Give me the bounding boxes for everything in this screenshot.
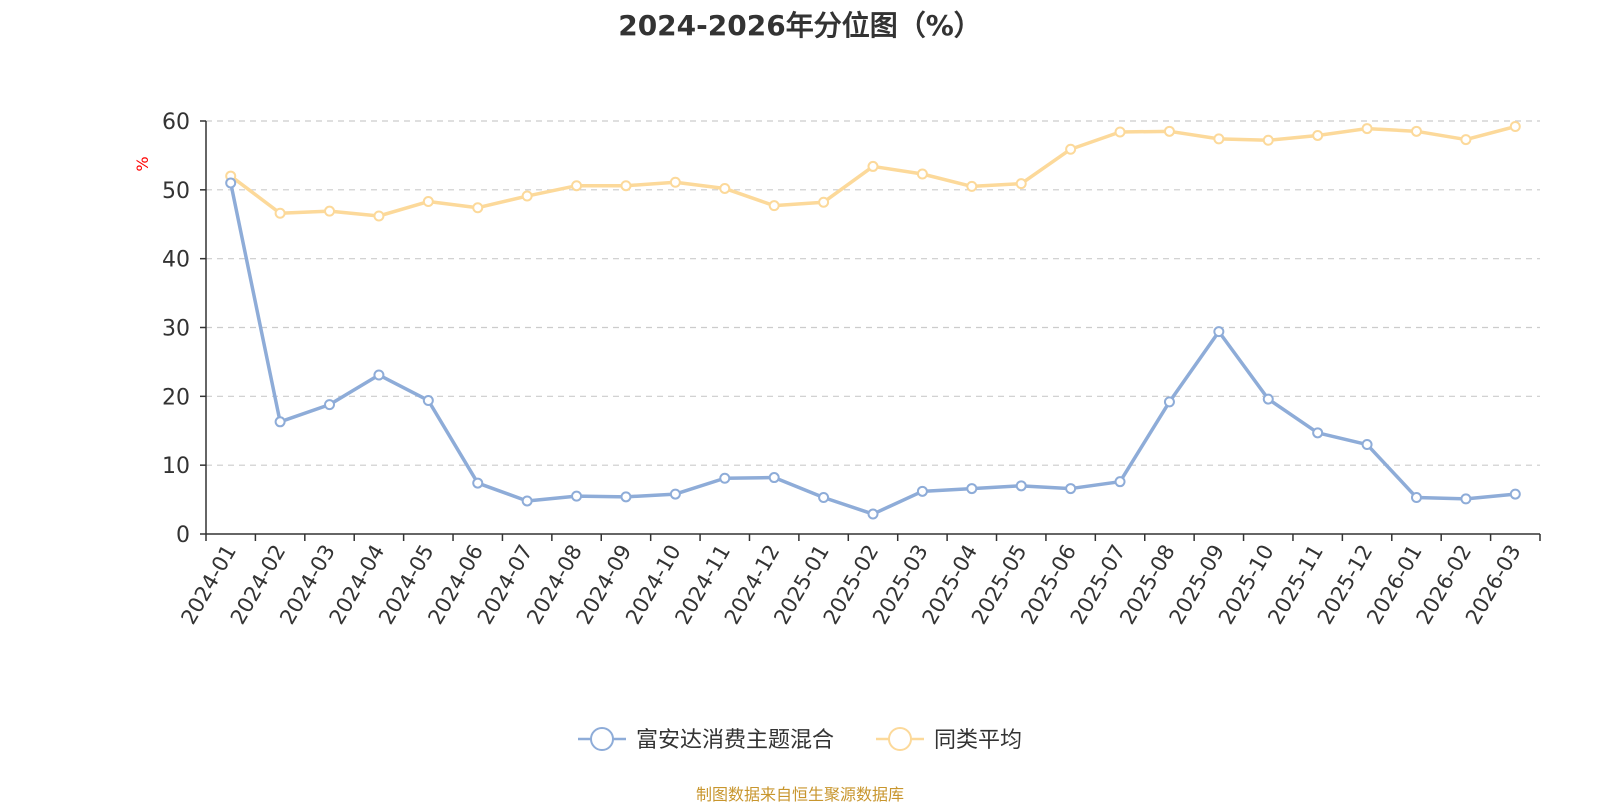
- data-point[interactable]: [373, 210, 385, 222]
- data-point[interactable]: [1262, 134, 1274, 146]
- data-point[interactable]: [472, 477, 484, 489]
- axes: [200, 120, 1541, 541]
- y-axis-label: %: [133, 156, 152, 171]
- data-point[interactable]: [1312, 129, 1324, 141]
- data-point[interactable]: [571, 490, 583, 502]
- chart-title: 2024-2026年分位图（%）: [618, 9, 982, 42]
- data-point[interactable]: [620, 180, 632, 192]
- series-1: [225, 121, 1521, 222]
- data-point[interactable]: [1361, 439, 1373, 451]
- data-point[interactable]: [1065, 483, 1077, 495]
- y-tick-label: 10: [162, 454, 190, 479]
- data-point[interactable]: [1213, 133, 1225, 145]
- data-point[interactable]: [1213, 326, 1225, 338]
- data-point[interactable]: [719, 472, 731, 484]
- data-point[interactable]: [521, 495, 533, 507]
- data-point[interactable]: [1114, 476, 1126, 488]
- data-point[interactable]: [422, 196, 434, 208]
- x-tick-labels: 2024-012024-022024-032024-042024-052024-…: [176, 541, 1525, 629]
- series-0: [225, 177, 1521, 520]
- data-point[interactable]: [1312, 427, 1324, 439]
- data-point[interactable]: [1410, 125, 1422, 137]
- data-point[interactable]: [867, 508, 879, 520]
- data-point[interactable]: [472, 202, 484, 214]
- data-point[interactable]: [966, 483, 978, 495]
- y-tick-label: 0: [176, 523, 190, 548]
- data-point[interactable]: [669, 176, 681, 188]
- data-point[interactable]: [620, 491, 632, 503]
- y-tick-label: 30: [162, 317, 190, 342]
- data-point[interactable]: [1015, 178, 1027, 190]
- data-point[interactable]: [324, 399, 336, 411]
- legend-marker: [888, 727, 912, 751]
- grid-lines: [206, 120, 1540, 466]
- data-point[interactable]: [669, 488, 681, 500]
- data-point[interactable]: [1015, 480, 1027, 492]
- data-point[interactable]: [1065, 143, 1077, 155]
- legend-label: 同类平均: [934, 728, 1022, 753]
- data-point[interactable]: [1163, 396, 1175, 408]
- data-point[interactable]: [373, 369, 385, 381]
- legend[interactable]: 富安达消费主题混合 同类平均: [578, 727, 1022, 753]
- data-point[interactable]: [768, 472, 780, 484]
- legend-marker: [590, 727, 614, 751]
- y-tick-label: 50: [162, 179, 190, 204]
- data-point[interactable]: [867, 160, 879, 172]
- data-point[interactable]: [768, 200, 780, 212]
- data-point[interactable]: [1361, 123, 1373, 135]
- data-point[interactable]: [818, 492, 830, 504]
- data-point[interactable]: [422, 394, 434, 406]
- legend-label: 富安达消费主题混合: [636, 728, 834, 753]
- data-point[interactable]: [571, 180, 583, 192]
- data-point[interactable]: [1460, 493, 1472, 505]
- data-point[interactable]: [1163, 125, 1175, 137]
- data-point[interactable]: [324, 205, 336, 217]
- data-point[interactable]: [719, 182, 731, 194]
- data-point[interactable]: [1410, 492, 1422, 504]
- y-tick-labels: 0 10 20 30 40 50 60: [162, 110, 190, 548]
- legend-item-1[interactable]: 同类平均: [876, 727, 1022, 753]
- data-point[interactable]: [1509, 488, 1521, 500]
- data-point[interactable]: [916, 485, 928, 497]
- data-point[interactable]: [1460, 134, 1472, 146]
- data-point[interactable]: [225, 177, 237, 189]
- y-tick-label: 60: [162, 110, 190, 135]
- data-point[interactable]: [521, 190, 533, 202]
- data-point[interactable]: [1509, 121, 1521, 133]
- y-tick-label: 20: [162, 385, 190, 410]
- footer-source: 制图数据来自恒生聚源数据库: [695, 785, 904, 804]
- data-point[interactable]: [818, 196, 830, 208]
- y-tick-label: 40: [162, 248, 190, 273]
- data-point[interactable]: [1262, 393, 1274, 405]
- data-point[interactable]: [274, 416, 286, 428]
- series-lines: [225, 121, 1521, 520]
- data-point[interactable]: [1114, 126, 1126, 138]
- legend-item-0[interactable]: 富安达消费主题混合: [578, 727, 834, 753]
- data-point[interactable]: [274, 207, 286, 219]
- data-point[interactable]: [966, 180, 978, 192]
- data-point[interactable]: [916, 168, 928, 180]
- series-line: [228, 182, 1516, 516]
